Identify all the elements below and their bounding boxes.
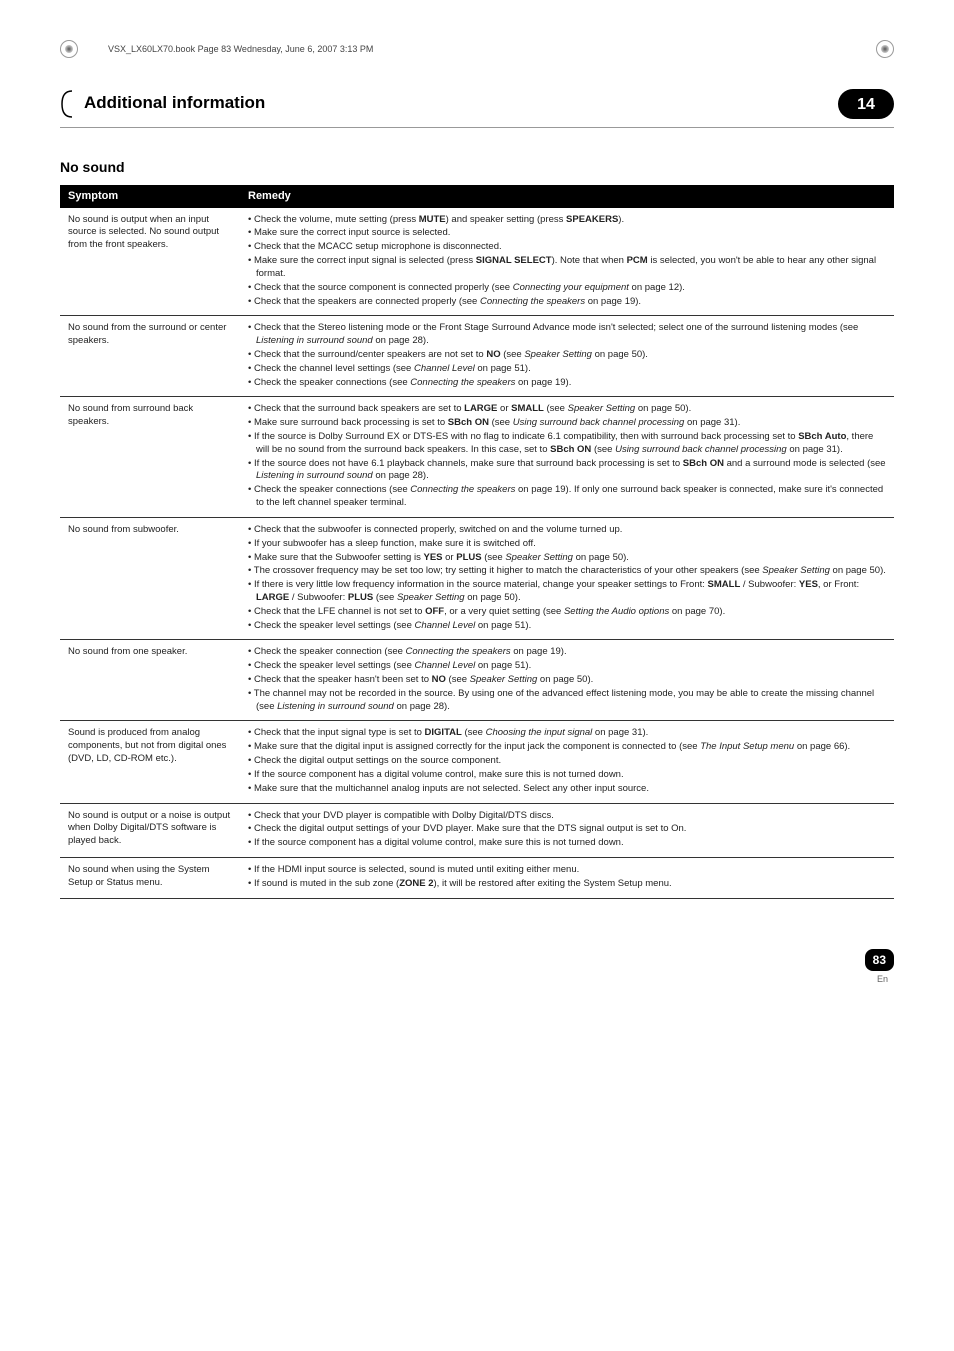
- troubleshooting-table: Symptom Remedy No sound is output when a…: [60, 185, 894, 899]
- col-symptom: Symptom: [60, 185, 240, 208]
- symptom-cell: Sound is produced from analog components…: [60, 721, 240, 803]
- remedy-item: • Check the channel level settings (see …: [248, 363, 886, 376]
- table-row: No sound from surround back speakers. • C…: [60, 397, 894, 518]
- remedy-item: • Check the digital output settings on t…: [248, 755, 886, 768]
- chapter-tab: 14: [838, 89, 894, 119]
- remedy-item: • The crossover frequency may be set too…: [248, 565, 886, 578]
- remedy-item: • Check the speaker level settings (see …: [248, 660, 886, 673]
- remedy-item: • Check that the MCACC setup microphone …: [248, 241, 886, 254]
- remedy-cell: • Check the speaker connection (see Conn…: [240, 640, 894, 721]
- remedy-cell: • Check that the subwoofer is connected …: [240, 517, 894, 640]
- crop-circle-icon: [60, 40, 78, 58]
- table-row: No sound is output when an input source …: [60, 208, 894, 316]
- remedy-item: • Make sure the correct input source is …: [248, 227, 886, 240]
- symptom-cell: No sound from subwoofer.: [60, 517, 240, 640]
- remedy-item: • Check that the surround back speakers …: [248, 403, 886, 416]
- remedy-item: • If sound is muted in the sub zone (ZON…: [248, 878, 886, 891]
- title-rule: [60, 127, 894, 128]
- remedy-item: • Check the speaker connection (see Conn…: [248, 646, 886, 659]
- table-row: No sound is output or a noise is output …: [60, 803, 894, 857]
- remedy-item: • If the source is Dolby Surround EX or …: [248, 431, 886, 457]
- remedy-item: • Check that the source component is con…: [248, 282, 886, 295]
- remedy-item: • The channel may not be recorded in the…: [248, 688, 886, 714]
- remedy-item: • If there is very little low frequency …: [248, 579, 886, 605]
- symptom-cell: No sound is output when an input source …: [60, 208, 240, 316]
- remedy-item: • Check that the speakers are connected …: [248, 296, 886, 309]
- remedy-item: • Make sure that the multichannel analog…: [248, 783, 886, 796]
- remedy-item: • Check that the LFE channel is not set …: [248, 606, 886, 619]
- remedy-item: • Check the speaker connections (see Con…: [248, 484, 886, 510]
- table-row: Sound is produced from analog components…: [60, 721, 894, 803]
- remedy-item: • Check the speaker connections (see Con…: [248, 377, 886, 390]
- remedy-item: • Check that the input signal type is se…: [248, 727, 886, 740]
- symptom-cell: No sound when using the System Setup or …: [60, 857, 240, 898]
- crop-circle-icon: [876, 40, 894, 58]
- remedy-item: • Check that the Stereo listening mode o…: [248, 322, 886, 348]
- crop-marks-top: VSX_LX60LX70.book Page 83 Wednesday, Jun…: [60, 40, 894, 58]
- table-row: No sound when using the System Setup or …: [60, 857, 894, 898]
- title-bracket-icon: [60, 89, 74, 119]
- symptom-cell: No sound from the surround or center spe…: [60, 316, 240, 397]
- remedy-cell: • Check that the surround back speakers …: [240, 397, 894, 518]
- remedy-item: • Make sure the correct input signal is …: [248, 255, 886, 281]
- remedy-item: • If the source component has a digital …: [248, 769, 886, 782]
- remedy-cell: • Check that the input signal type is se…: [240, 721, 894, 803]
- symptom-cell: No sound from one speaker.: [60, 640, 240, 721]
- page-language: En: [60, 973, 894, 985]
- remedy-item: • Make sure surround back processing is …: [248, 417, 886, 430]
- table-row: No sound from one speaker. • Check the sp…: [60, 640, 894, 721]
- page-title: Additional information: [74, 88, 838, 121]
- remedy-item: • Check that the subwoofer is connected …: [248, 524, 886, 537]
- col-remedy: Remedy: [240, 185, 894, 208]
- symptom-cell: No sound from surround back speakers.: [60, 397, 240, 518]
- remedy-item: • Check the speaker level settings (see …: [248, 620, 886, 633]
- remedy-item: • If the HDMI input source is selected, …: [248, 864, 886, 877]
- remedy-item: • Make sure that the Subwoofer setting i…: [248, 552, 886, 565]
- remedy-item: • Check that the surround/center speaker…: [248, 349, 886, 362]
- page-footer: 83 En: [60, 949, 894, 985]
- remedy-cell: • If the HDMI input source is selected, …: [240, 857, 894, 898]
- remedy-item: • Make sure that the digital input is as…: [248, 741, 886, 754]
- book-header-line: VSX_LX60LX70.book Page 83 Wednesday, Jun…: [108, 43, 373, 55]
- remedy-item: • If your subwoofer has a sleep function…: [248, 538, 886, 551]
- remedy-item: • Check the digital output settings of y…: [248, 823, 886, 836]
- table-row: No sound from the surround or center spe…: [60, 316, 894, 397]
- remedy-cell: • Check that the Stereo listening mode o…: [240, 316, 894, 397]
- remedy-item: • Check that the speaker hasn't been set…: [248, 674, 886, 687]
- title-bar: Additional information 14: [60, 88, 894, 121]
- remedy-cell: • Check the volume, mute setting (press …: [240, 208, 894, 316]
- remedy-item: • Check that your DVD player is compatib…: [248, 810, 886, 823]
- section-heading: No sound: [60, 158, 894, 177]
- page-number: 83: [865, 949, 894, 971]
- remedy-item: • If the source component has a digital …: [248, 837, 886, 850]
- table-row: No sound from subwoofer. • Check that the…: [60, 517, 894, 640]
- remedy-item: • If the source does not have 6.1 playba…: [248, 458, 886, 484]
- symptom-cell: No sound is output or a noise is output …: [60, 803, 240, 857]
- remedy-cell: • Check that your DVD player is compatib…: [240, 803, 894, 857]
- remedy-item: • Check the volume, mute setting (press …: [248, 214, 886, 227]
